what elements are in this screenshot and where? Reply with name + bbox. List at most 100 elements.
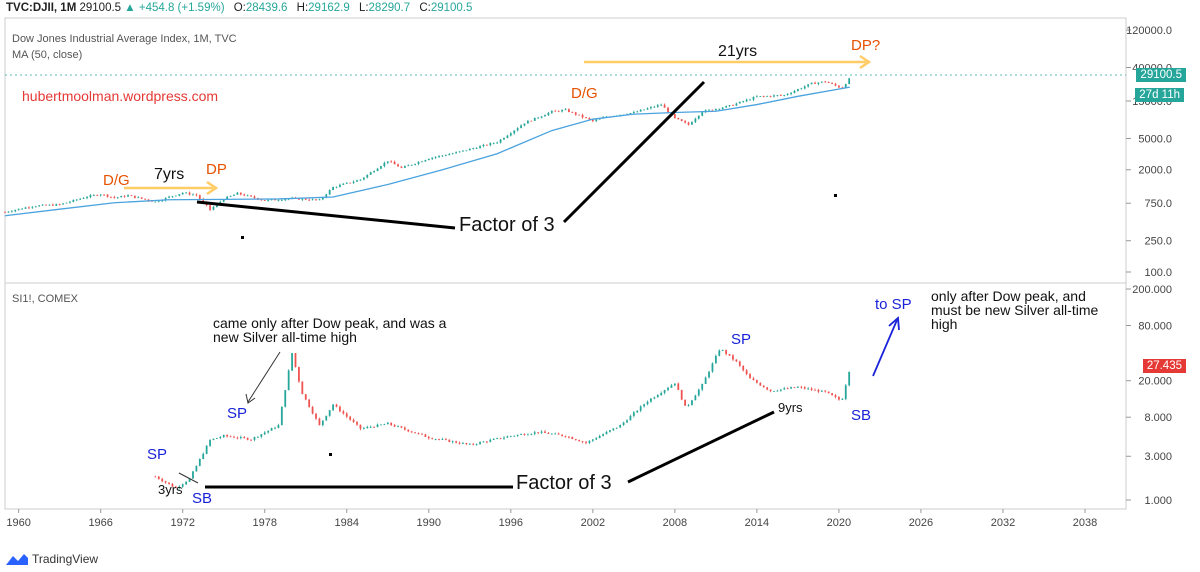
dow-candle-body bbox=[417, 161, 420, 164]
top-y-tick-label: 2000.0 bbox=[1138, 165, 1172, 177]
dow-candle-body bbox=[34, 206, 37, 208]
silver-candle-body bbox=[482, 441, 485, 443]
dow-candle-body bbox=[130, 195, 133, 197]
open-value: 28439.6 bbox=[245, 2, 288, 14]
dow-candle-body bbox=[31, 206, 34, 208]
tradingview-logo-icon bbox=[6, 554, 28, 565]
x-tick-label: 1996 bbox=[499, 517, 523, 529]
high-value: 29162.9 bbox=[308, 2, 350, 14]
silver-candle-body bbox=[844, 385, 847, 400]
dow-candle-body bbox=[185, 192, 188, 194]
bottom-y-axis: 200.000 80.000 20.000 8.000 3.000 1.000 bbox=[1126, 284, 1172, 507]
silver-candle-body bbox=[226, 435, 229, 437]
arrow-21yrs-head bbox=[859, 54, 872, 70]
dow-candle-body bbox=[140, 197, 143, 199]
dow-candle-body bbox=[550, 110, 553, 113]
dow-candle-body bbox=[120, 195, 123, 198]
dow-candle-body bbox=[752, 97, 755, 100]
nine-years-label: 9yrs bbox=[778, 400, 803, 415]
silver-candle-body bbox=[342, 411, 345, 414]
silver-candle-body bbox=[475, 444, 478, 445]
dow-candle-body bbox=[691, 122, 693, 125]
dow-candle-body bbox=[21, 208, 23, 210]
dow-candle-body bbox=[636, 111, 639, 113]
silver-candle-body bbox=[711, 363, 714, 372]
dow-candle-body bbox=[779, 95, 782, 97]
silver-candle-body bbox=[708, 371, 710, 378]
dow-candle-body bbox=[386, 161, 389, 163]
silver-candle-body bbox=[222, 435, 225, 438]
silver-candle-body bbox=[431, 438, 434, 440]
dow-candle-body bbox=[578, 114, 581, 116]
dow-candle-body bbox=[660, 104, 663, 106]
dow-candle-body bbox=[267, 199, 270, 201]
dow-candle-body bbox=[352, 181, 355, 183]
dow-candle-body bbox=[277, 200, 280, 202]
silver-candle-body bbox=[294, 353, 297, 368]
note-pointer-arrow bbox=[247, 351, 281, 403]
silver-candle-body bbox=[171, 483, 174, 487]
silver-price-tag: 27.435 bbox=[1142, 359, 1186, 373]
x-tick-label: 2020 bbox=[827, 517, 851, 529]
silver-candle-body bbox=[838, 397, 840, 400]
symbol-label: TVC:DJII, 1M bbox=[6, 2, 77, 14]
silver-candle-body bbox=[629, 415, 632, 421]
silver-candle-body bbox=[714, 355, 717, 364]
dow-candle-body bbox=[718, 108, 721, 110]
dow-candle-body bbox=[103, 194, 106, 196]
dow-candle-body bbox=[793, 90, 796, 93]
dow-candle-body bbox=[263, 200, 266, 201]
silver-candle-body bbox=[769, 389, 772, 392]
dow-candle-body bbox=[537, 117, 540, 119]
dow-candle-body bbox=[769, 95, 772, 97]
low-value: 28290.7 bbox=[368, 2, 411, 14]
silver-candle-body bbox=[626, 420, 628, 423]
dow-candle-body bbox=[144, 198, 147, 200]
silver-candle-body bbox=[612, 428, 615, 431]
bottom-y-tick-label: 1.000 bbox=[1144, 495, 1172, 507]
dow-candle-body bbox=[339, 184, 341, 187]
dow-candle-body bbox=[827, 81, 830, 83]
silver-candle-body bbox=[797, 386, 799, 388]
silver-candle-body bbox=[369, 426, 372, 428]
silver-candle-body bbox=[639, 406, 642, 411]
silver-candle-body bbox=[800, 386, 803, 388]
dow-candle-body bbox=[643, 109, 646, 111]
dow-candle-body bbox=[817, 82, 820, 84]
dow-candle-body bbox=[547, 112, 550, 116]
silver-candle-body bbox=[417, 433, 420, 435]
dow-candle-body bbox=[373, 171, 376, 173]
x-tick-label: 1972 bbox=[170, 517, 194, 529]
dow-candle-body bbox=[123, 195, 126, 197]
dow-candle-body bbox=[509, 133, 512, 136]
silver-candle-body bbox=[298, 367, 300, 382]
silver-candle-body bbox=[568, 436, 570, 438]
dow-candle-body bbox=[838, 85, 840, 88]
dot-marker bbox=[241, 236, 244, 239]
dow-candle-body bbox=[564, 109, 567, 111]
series-layer bbox=[4, 77, 851, 490]
dow-candle-body bbox=[503, 137, 505, 140]
silver-candle-body bbox=[547, 432, 550, 434]
silver-candle-body bbox=[362, 427, 365, 429]
dow-candle-body bbox=[513, 130, 516, 134]
dow-candle-body bbox=[462, 150, 464, 152]
dow-candle-body bbox=[738, 101, 741, 104]
dow-candle-body bbox=[380, 166, 382, 169]
silver-candle-body bbox=[656, 395, 659, 398]
dow-candle-body bbox=[585, 117, 587, 119]
silver-candle-body bbox=[472, 443, 475, 445]
top-y-tick-label: 250.0 bbox=[1144, 236, 1172, 248]
silver-candle-body bbox=[185, 481, 188, 485]
dow-candle-body bbox=[154, 201, 157, 203]
dow-candle-body bbox=[714, 108, 717, 111]
dow-candle-body bbox=[848, 78, 851, 85]
silver-candle-body bbox=[205, 445, 208, 454]
silver-candle-body bbox=[332, 404, 334, 411]
dow-candle-body bbox=[581, 114, 584, 118]
silver-candle-body bbox=[421, 433, 423, 435]
silver-candle-body bbox=[257, 436, 259, 438]
silver-candle-body bbox=[315, 413, 317, 419]
silver-candle-body bbox=[704, 377, 707, 385]
silver-candle-body bbox=[485, 441, 488, 443]
